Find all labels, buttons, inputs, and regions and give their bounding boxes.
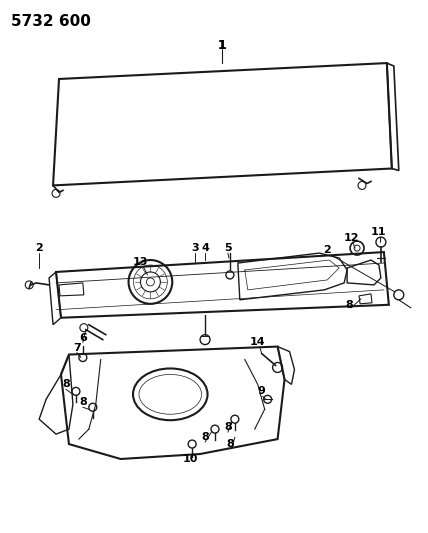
- Text: 8: 8: [224, 422, 232, 432]
- Text: 13: 13: [133, 257, 148, 267]
- Text: 12: 12: [343, 233, 359, 243]
- Text: 5: 5: [224, 243, 232, 253]
- Text: 5732 600: 5732 600: [11, 14, 91, 29]
- Text: 2: 2: [35, 243, 43, 253]
- Text: 14: 14: [250, 337, 265, 346]
- Text: 2: 2: [324, 245, 331, 255]
- Text: 7: 7: [73, 343, 81, 352]
- Text: 8: 8: [62, 379, 70, 390]
- Text: 10: 10: [182, 454, 198, 464]
- Text: 8: 8: [201, 432, 209, 442]
- Text: 9: 9: [258, 386, 266, 397]
- Text: 6: 6: [79, 333, 87, 343]
- Text: 1: 1: [217, 39, 226, 52]
- Text: 4: 4: [201, 243, 209, 253]
- Text: 8: 8: [79, 397, 87, 407]
- Text: 8: 8: [226, 439, 234, 449]
- Text: 3: 3: [191, 243, 199, 253]
- Text: 11: 11: [371, 227, 386, 237]
- Text: 1: 1: [217, 39, 226, 52]
- Text: 8: 8: [345, 300, 353, 310]
